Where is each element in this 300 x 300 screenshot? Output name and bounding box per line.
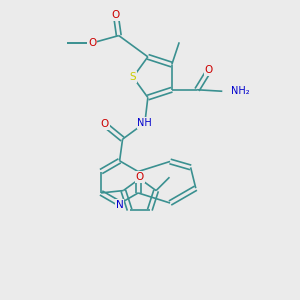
- Text: O: O: [100, 119, 109, 129]
- Text: NH: NH: [137, 118, 152, 128]
- Text: N: N: [116, 200, 124, 210]
- Text: O: O: [112, 10, 120, 20]
- Text: O: O: [205, 65, 213, 75]
- Text: NH₂: NH₂: [231, 86, 250, 96]
- Text: S: S: [130, 72, 136, 82]
- Text: O: O: [88, 38, 96, 48]
- Text: O: O: [136, 172, 144, 182]
